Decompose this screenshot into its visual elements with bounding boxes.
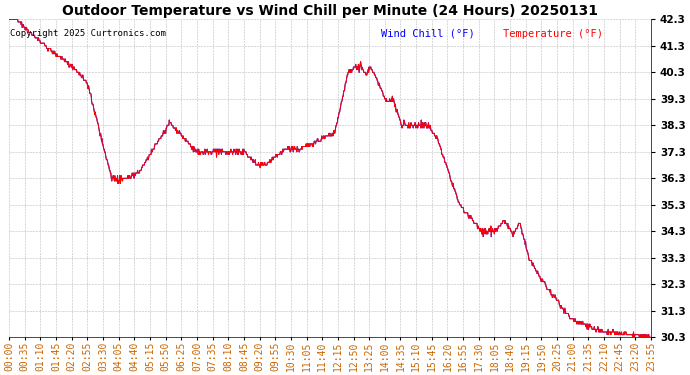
Text: Copyright 2025 Curtronics.com: Copyright 2025 Curtronics.com (10, 29, 166, 38)
Title: Outdoor Temperature vs Wind Chill per Minute (24 Hours) 20250131: Outdoor Temperature vs Wind Chill per Mi… (62, 4, 598, 18)
Text: Temperature (°F): Temperature (°F) (503, 29, 603, 39)
Text: Wind Chill (°F): Wind Chill (°F) (382, 29, 475, 39)
